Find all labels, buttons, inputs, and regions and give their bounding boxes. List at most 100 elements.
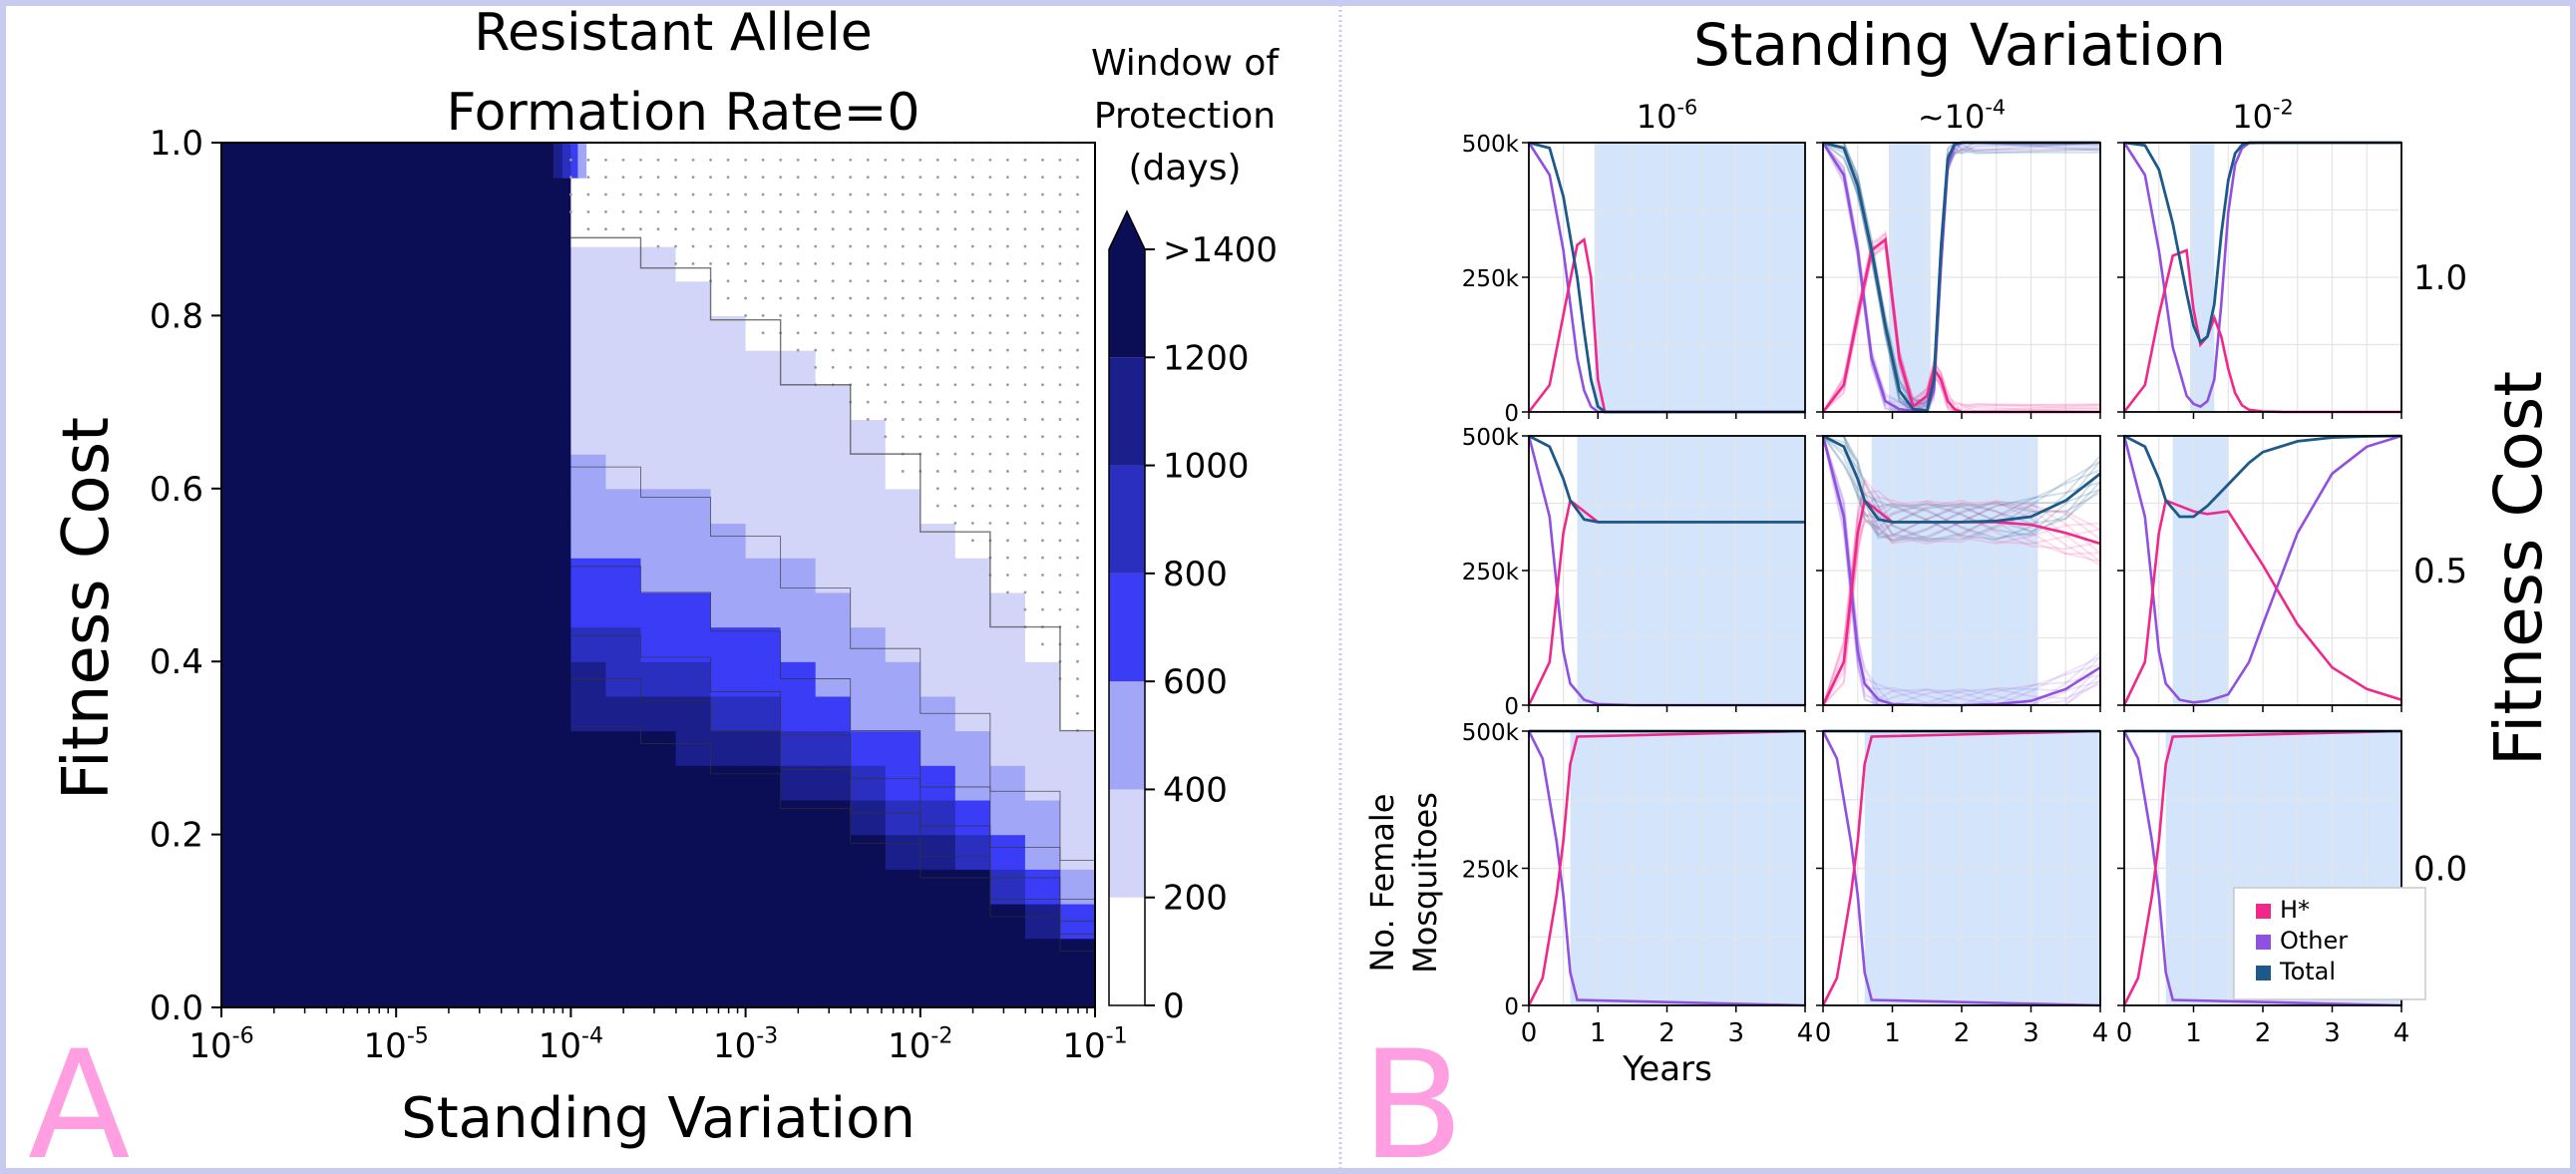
heatmap-dot <box>919 418 922 421</box>
heatmap-cell <box>1024 661 1061 697</box>
heatmap-dot <box>919 383 922 387</box>
heatmap-cell <box>850 695 887 732</box>
heatmap-dot <box>1041 348 1044 352</box>
heatmap-dot <box>1058 279 1062 283</box>
heatmap-cell <box>710 315 747 351</box>
heatmap-contour-level_5 <box>570 678 1095 935</box>
heatmap-dot <box>1041 227 1044 231</box>
subplot-x-tick-label: 2 <box>1954 1018 1971 1048</box>
series-total-line <box>1528 434 1805 524</box>
timeseries-title: Standing Variation <box>1693 11 2226 79</box>
heatmap-dot <box>884 244 888 248</box>
heatmap-dot <box>988 452 992 456</box>
subplot-x-tick-label: 2 <box>1658 1018 1675 1048</box>
row-titles: 1.0 0.5 0.0 <box>2413 258 2467 890</box>
heatmap-dot <box>849 209 853 213</box>
heatmap-dot <box>586 158 590 162</box>
subplot-x-tick-label: 0 <box>2116 1018 2133 1048</box>
heatmap-dot <box>604 158 607 162</box>
series-total-ensemble-line <box>1822 435 2101 541</box>
heatmap-cell <box>640 454 677 490</box>
heatmap-dot <box>919 261 922 265</box>
heatmap-dot <box>1041 244 1044 248</box>
heatmap-cell <box>745 730 782 766</box>
heatmap-cell <box>885 591 921 628</box>
heatmap-dot <box>761 331 765 335</box>
heatmap-dot <box>604 227 607 231</box>
heatmap-dot <box>901 176 905 180</box>
heatmap-dot <box>621 209 625 213</box>
heatmap-dot <box>1041 279 1044 283</box>
heatmap-dot <box>1023 193 1027 196</box>
heatmap-dot <box>1058 435 1062 439</box>
heatmap-cell <box>989 591 1026 628</box>
heatmap-cell <box>885 765 921 801</box>
heatmap-cell <box>989 765 1026 801</box>
heatmap-dot <box>849 279 853 283</box>
heatmap-cells <box>221 143 1096 1007</box>
subplot-y-tick-label: 500k <box>1462 132 1520 158</box>
heatmap-dot <box>814 244 818 248</box>
heatmap-dot <box>884 418 888 421</box>
heatmap-dot <box>970 193 974 196</box>
colorbar-tick-label: 1000 <box>1163 447 1250 487</box>
heatmap-cell <box>675 626 712 662</box>
heatmap-dot <box>1006 158 1009 162</box>
heatmap-dot <box>1041 470 1044 473</box>
heatmap-dot <box>814 176 818 180</box>
heatmap-cell <box>745 384 782 421</box>
heatmap-title-line-1: Resistant Allele <box>474 3 872 63</box>
heatmap-cell <box>605 558 642 593</box>
heatmap-dot <box>935 227 939 231</box>
heatmap-x-tick-label: 10-4 <box>539 1023 603 1066</box>
heatmap-dot <box>831 261 835 265</box>
heatmap-dot <box>866 418 870 421</box>
heatmap-dot <box>849 296 853 300</box>
heatmap-cell <box>1024 730 1061 766</box>
heatmap-dot <box>1023 435 1027 439</box>
colorbar-segment <box>1109 249 1145 358</box>
heatmap-dot <box>1041 314 1044 317</box>
heatmap-cell <box>675 384 712 421</box>
heatmap-dot <box>1023 366 1027 369</box>
heatmap-cell <box>954 799 991 836</box>
heatmap-dot <box>586 193 590 196</box>
heatmap-cell <box>780 695 817 732</box>
heatmap-dot <box>970 435 974 439</box>
heatmap-dot <box>1076 400 1079 404</box>
heatmap-dot <box>691 209 695 213</box>
heatmap-dot <box>831 176 835 180</box>
heatmap-dot <box>988 261 992 265</box>
heatmap-cell <box>605 419 642 455</box>
series-total-ensemble-line <box>1823 435 2101 542</box>
heatmap-dot <box>901 383 905 387</box>
heatmap-dot <box>1023 470 1027 473</box>
heatmap-dot <box>761 176 765 180</box>
heatmap-dot <box>1006 193 1009 196</box>
heatmap-dot <box>866 366 870 369</box>
heatmap-dot <box>1076 522 1079 525</box>
heatmap-dot <box>935 279 939 283</box>
heatmap-cell <box>920 834 956 870</box>
heatmap-dot <box>831 244 835 248</box>
heatmap-dot <box>1076 659 1079 663</box>
heatmap-dot <box>953 227 957 231</box>
column-titles: 10-6 ~10-4 10-2 <box>1637 96 2294 136</box>
heatmap-dot <box>970 314 974 317</box>
heatmap-dot <box>953 193 957 196</box>
heatmap-dot <box>919 400 922 404</box>
heatmap-cell <box>745 661 782 697</box>
heatmap-cell <box>920 591 956 628</box>
heatmap-dot <box>1076 314 1079 317</box>
heatmap-cell <box>989 869 1026 905</box>
heatmap-dot <box>796 261 800 265</box>
heatmap-dot <box>970 261 974 265</box>
heatmap-dot <box>935 487 939 491</box>
heatmap-dot <box>884 314 888 317</box>
series-other-line <box>2122 730 2402 1007</box>
heatmap-dot <box>884 400 888 404</box>
heatmap-dot <box>866 244 870 248</box>
heatmap-cell <box>605 488 642 525</box>
heatmap-dot <box>1058 244 1062 248</box>
